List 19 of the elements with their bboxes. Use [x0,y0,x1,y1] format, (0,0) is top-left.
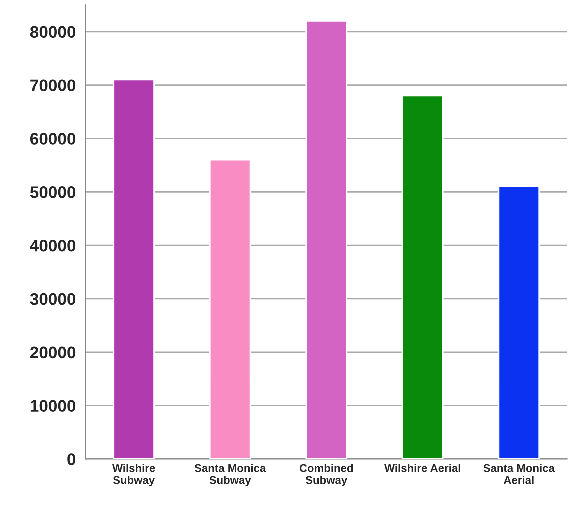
y-tick-label: 70000 [30,80,76,92]
y-tick-label: 20000 [30,346,76,359]
x-tick-label: Wilshire Aerial [384,464,460,472]
x-tick-label: Wilshire Subway [112,464,156,486]
bar [209,159,252,460]
y-tick-label: 40000 [30,240,76,252]
y-tick-label: 0 [68,454,76,466]
y-tick-label: 80000 [30,26,76,38]
x-tick-label: Combined Subway [300,464,354,486]
bar [306,20,348,460]
y-tick-label: 30000 [30,293,76,306]
x-tick-label: Santa Monica Subway [194,464,266,486]
y-tick-label: 10000 [30,400,76,412]
y-tick-label: 50000 [30,186,76,198]
bar [498,186,540,460]
y-tick-label: 60000 [30,133,76,145]
x-tick-label: Santa Monica Aerial [484,464,556,484]
bar [113,79,155,460]
bar [402,95,444,460]
